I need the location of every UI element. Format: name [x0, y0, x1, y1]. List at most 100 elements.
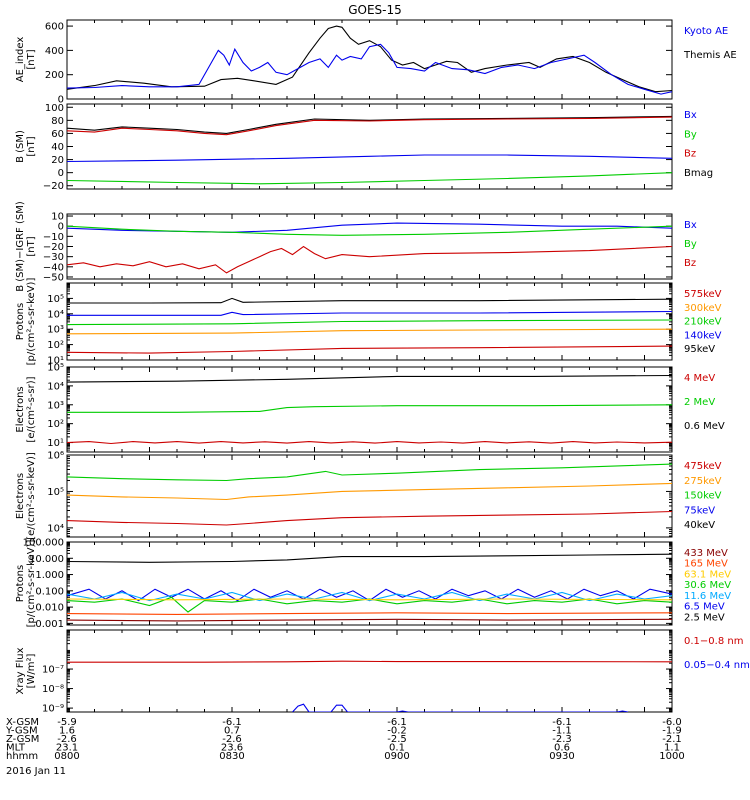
series-line-63-1-mev [67, 598, 672, 601]
series-line-11-6-mev [67, 591, 672, 602]
series-line-by [67, 172, 672, 185]
series-line-575kev [67, 345, 672, 354]
legend-entry: Kyoto AE [684, 26, 728, 37]
legend-entry: 6.5 MeV [684, 602, 725, 613]
legend-entry: 0.1−0.8 nm [684, 636, 743, 647]
legend-entry: 165 MeV [684, 559, 728, 570]
x-row-value: 0930 [549, 751, 574, 762]
x-row-value: -2.3 [552, 734, 572, 745]
x-row-label: MLT [6, 743, 26, 754]
legend-entry: By [684, 129, 697, 140]
legend-entry: 4 MeV [684, 373, 715, 384]
x-row-value: 1.6 [59, 726, 75, 737]
chart-title: GOES-15 [348, 3, 402, 17]
legend-entry: Bx [684, 110, 697, 121]
y-tick-label: 10⁵ [47, 294, 64, 305]
panel-frame [66, 366, 673, 453]
x-row-value: -6.0 [662, 717, 682, 728]
legend-entry: 2 MeV [684, 397, 715, 408]
legend-entry: 40keV [684, 520, 715, 531]
series-line-bx [67, 154, 672, 163]
y-axis-label: Xray Flux[W/m²] [15, 647, 37, 694]
series-line-300kev [67, 328, 672, 335]
panel-1: 0 200 400 600 AE_index[nT] Kyoto AE Themis AE [15, 19, 737, 106]
series-line-themis-ae [67, 25, 672, 93]
x-row-value: -2.1 [662, 734, 682, 745]
legend-entry: 0.6 MeV [684, 421, 725, 432]
legend-entry: 275keV [684, 476, 722, 487]
series-line-275kev [67, 482, 672, 501]
legend-entry: Bz [684, 258, 696, 269]
x-row-value: 0.6 [554, 743, 570, 754]
x-row-value: -2.5 [387, 734, 407, 745]
legend-entry: Themis AE [683, 50, 737, 61]
series-line-kyoto-ae [67, 43, 672, 95]
legend-entry: 11.6 MeV [684, 591, 731, 602]
panel-7: 0.001 0.010 0.100 1.000 10.000 100.000Protons… [15, 538, 731, 630]
y-tick-label: 10.000 [29, 554, 64, 565]
panel-4: 10¹ 10² 10³ 10⁴ 10⁵ Protons[p/(cm²-s-sr-keV)]… [15, 278, 722, 367]
series-line-140kev [67, 310, 672, 316]
series-line-30-6-mev [67, 596, 672, 613]
x-row-label: Z-GSM [6, 734, 39, 745]
y-tick-label: 10³ [47, 400, 64, 411]
y-tick-label: 100 [45, 103, 64, 114]
series-line-165-mev [67, 612, 672, 615]
y-tick-label: 1.000 [35, 570, 64, 581]
legend-entry: 30.6 MeV [684, 580, 731, 591]
x-row-label: X-GSM [6, 717, 39, 728]
y-tick-label: 10⁵ [47, 487, 64, 498]
series-line-0-05-0-4-nm [292, 703, 629, 712]
panel-5: 10¹ 10² 10³ 10⁴ 10⁵ Electrons[e/(cm²-s-sr)] 4 … [15, 363, 725, 453]
y-tick-label: 10² [47, 419, 64, 430]
y-tick-label: 60 [51, 129, 64, 140]
y-axis-label: Electrons[e/(cm²-s-sr-keV)] [15, 452, 37, 540]
series-line-433-mev [67, 618, 672, 622]
x-row-label: hhmm [6, 751, 38, 762]
y-tick-label: −50 [43, 272, 64, 283]
series-line-4-mev [67, 441, 672, 445]
y-tick-label: 400 [45, 46, 64, 57]
x-row-value: 1000 [659, 751, 684, 762]
y-tick-label: −20 [43, 242, 64, 253]
series-line-bz [67, 116, 672, 136]
y-tick-label: 10⁻⁸ [42, 684, 64, 695]
y-tick-label: 10⁴ [47, 523, 64, 534]
x-row-value: 0.1 [389, 743, 405, 754]
legend-entry: 0.05−0.4 nm [684, 660, 750, 671]
y-tick-label: 10³ [47, 325, 64, 336]
x-row-value: -2.6 [222, 734, 242, 745]
x-row-value: -6.1 [387, 717, 407, 728]
y-axis-label: AE_index[nT] [15, 37, 37, 83]
date-label: 2016 Jan 11 [6, 766, 66, 777]
y-tick-label: 0 [58, 168, 64, 179]
series-line-bmag [67, 115, 672, 134]
series-line-bz [67, 245, 672, 274]
legend-entry: 210keV [684, 317, 722, 328]
legend-entry: 2.5 MeV [684, 612, 725, 623]
y-tick-label: −40 [43, 262, 64, 273]
legend-entry: 95keV [684, 344, 715, 355]
series-line-by [67, 225, 672, 236]
y-tick-label: 100.000 [23, 538, 64, 549]
y-tick-label: −20 [43, 181, 64, 192]
legend-entry: Bmag [684, 168, 713, 179]
series-line-95kev [67, 297, 672, 304]
series-line-475kev [67, 510, 672, 526]
y-tick-label: 10¹ [47, 356, 64, 367]
y-tick-label: 80 [51, 116, 64, 127]
y-tick-label: 10⁻⁹ [42, 704, 64, 715]
y-tick-label: 200 [45, 70, 64, 81]
y-tick-label: 600 [45, 22, 64, 33]
y-axis-label: B (SM)−IGRF (SM)[nT] [15, 201, 37, 292]
y-tick-label: 10⁴ [47, 381, 64, 392]
y-tick-label: 10⁴ [47, 309, 64, 320]
y-tick-label: 40 [51, 142, 64, 153]
legend-entry: By [684, 239, 697, 250]
y-tick-label: −10 [43, 232, 64, 243]
y-tick-label: 10⁶ [47, 451, 64, 462]
legend-entry: 475keV [684, 461, 722, 472]
panel-2: −20 0 20 40 60 80 100 B (SM)[nT] Bx By Bz Bmag [15, 103, 713, 192]
